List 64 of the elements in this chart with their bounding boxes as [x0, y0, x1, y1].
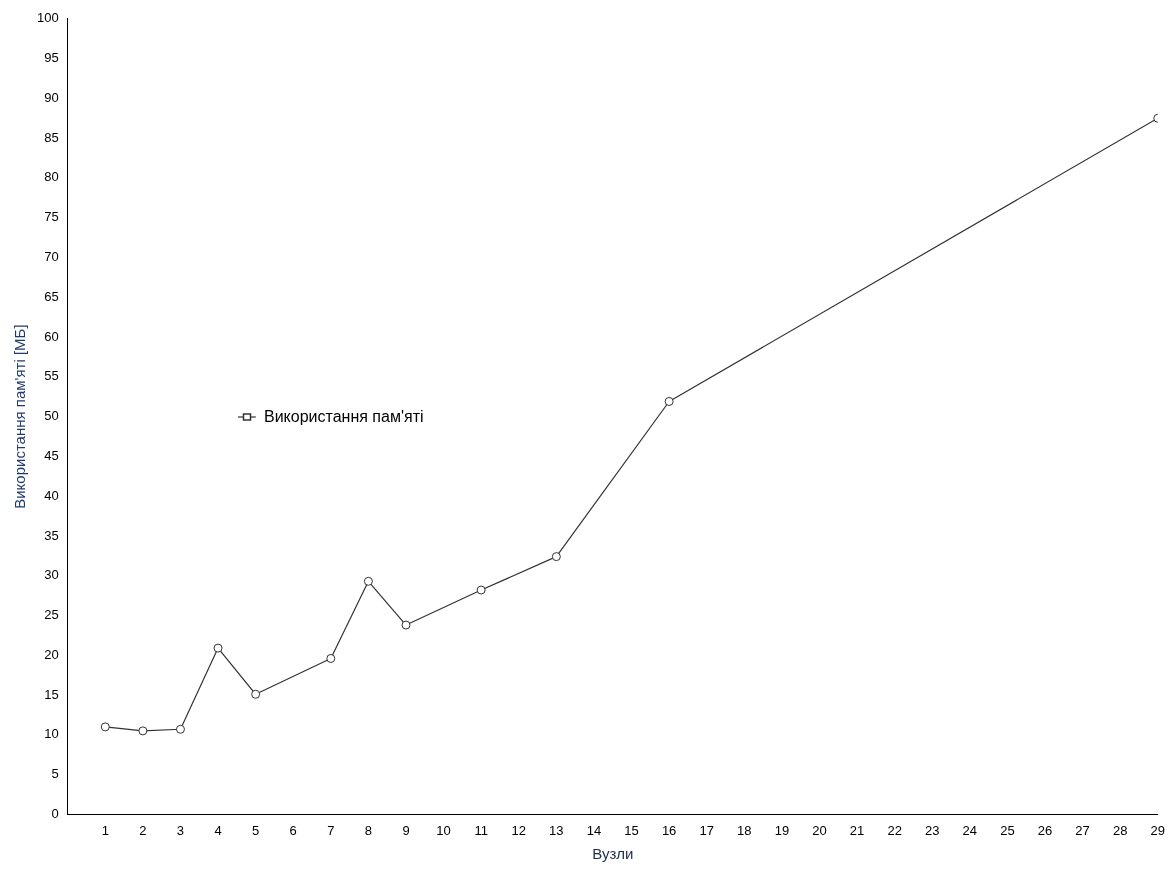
- point: [326, 653, 336, 663]
- point: [138, 726, 148, 736]
- y-tick-label: 70: [44, 249, 59, 265]
- y-tick-label: 40: [44, 487, 59, 503]
- x-tick-label: 20: [812, 822, 827, 838]
- y-tick-label: 60: [44, 328, 59, 344]
- x-tick-label: 27: [1075, 822, 1090, 838]
- x-tick-label: 5: [252, 822, 260, 838]
- point: [213, 643, 223, 653]
- x-tick-label: 25: [1000, 822, 1015, 838]
- point: [251, 689, 261, 699]
- x-tick-label: 24: [962, 822, 978, 838]
- point: [551, 552, 561, 562]
- y-tick-label: 95: [44, 50, 59, 66]
- x-tick-label: 17: [699, 822, 714, 838]
- y-tick-label: 65: [44, 288, 59, 304]
- x-tick-label: 29: [1150, 822, 1165, 838]
- y-tick-label: 50: [44, 408, 59, 424]
- x-tick-label: 6: [289, 822, 297, 838]
- y-tick-label: 15: [44, 686, 59, 702]
- x-tick-label: 7: [327, 822, 335, 838]
- x-tick-label: 13: [549, 822, 564, 838]
- y-tick-label: 90: [44, 89, 59, 105]
- x-tick-label: 10: [436, 822, 451, 838]
- y-tick-label: 80: [44, 169, 59, 185]
- point: [476, 585, 486, 595]
- x-tick-label: 26: [1037, 822, 1053, 838]
- y-axis-title: Використання пам'яті [МБ]: [11, 324, 29, 509]
- y-tick-label: 10: [44, 726, 59, 742]
- x-tick-label: 8: [364, 822, 373, 838]
- x-tick-label: 14: [586, 822, 602, 838]
- x-tick-label: 22: [887, 822, 902, 838]
- y-tick-label: 75: [44, 209, 59, 225]
- x-tick-label: 9: [402, 822, 410, 838]
- y-tick-label: 25: [44, 607, 59, 623]
- x-tick-label: 21: [849, 822, 865, 838]
- y-tick-label: 30: [44, 567, 59, 583]
- x-tick-label: 16: [661, 822, 677, 838]
- x-tick-label: 18: [737, 822, 752, 838]
- x-tick-label: 4: [214, 822, 222, 838]
- y-tick-label: 45: [44, 447, 59, 463]
- y-tick-label: 35: [44, 527, 59, 543]
- y-tick-label: 100: [36, 10, 59, 26]
- y-tick-label: 85: [44, 129, 59, 145]
- point: [363, 576, 373, 586]
- x-tick-label: 28: [1112, 822, 1128, 838]
- x-tick-label: 1: [101, 822, 109, 838]
- point: [401, 620, 411, 630]
- x-tick-label: 2: [139, 822, 147, 838]
- point: [175, 724, 185, 734]
- point: [100, 722, 110, 732]
- x-tick-label: 11: [474, 822, 488, 838]
- x-tick-label: 3: [176, 822, 185, 838]
- x-tick-label: 19: [774, 822, 790, 838]
- legend-label: Використання пам'яті: [264, 408, 424, 426]
- y-tick-label: 0: [51, 805, 59, 821]
- y-tick-label: 55: [44, 368, 59, 384]
- x-tick-label: 23: [925, 822, 940, 838]
- point: [664, 396, 674, 406]
- x-axis-title: Вузли: [592, 845, 634, 863]
- y-tick-label: 20: [44, 646, 59, 662]
- x-tick-label: 15: [624, 822, 639, 838]
- x-tick-label: 12: [511, 822, 526, 838]
- y-tick-label: 5: [51, 766, 59, 782]
